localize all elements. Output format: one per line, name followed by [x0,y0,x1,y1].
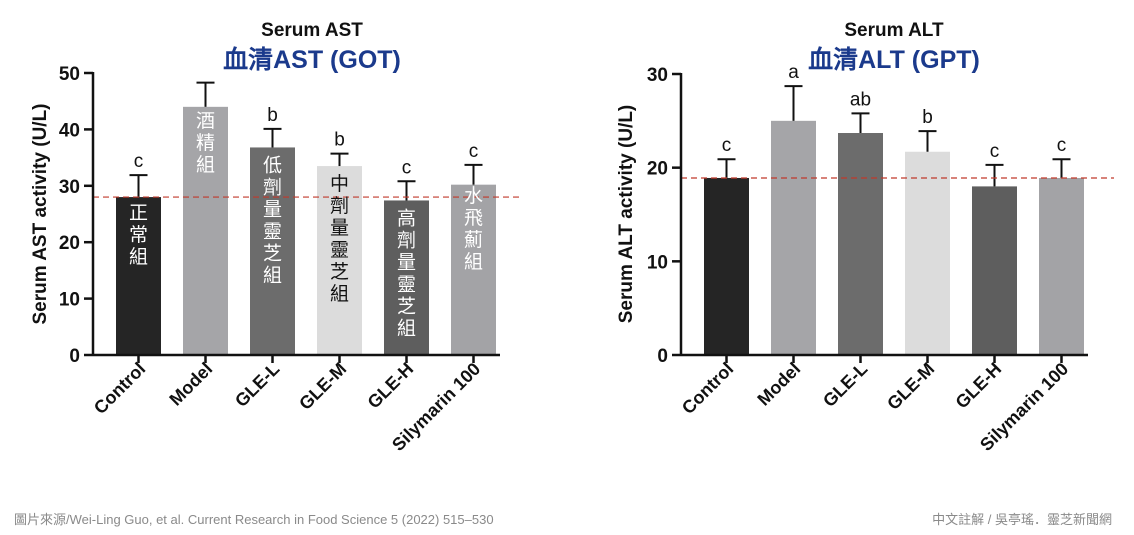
chart-title: Serum AST [261,20,363,41]
alt-chart: Serum ALT 血清ALT (GPT) Serum ALT activity (… [616,20,1114,455]
y-tick-label: 50 [59,64,80,85]
significance-letter: c [990,141,1000,162]
ast-chart: Serum AST 血清AST (GOT) Serum AST activity (… [30,20,520,455]
annotation-credit: 中文註解 / 吳亭瑤．靈芝新聞網 [932,512,1112,527]
y-tick-label: 30 [59,177,80,198]
y-tick-label: 20 [647,159,668,180]
x-tick-label: GLE-H [364,359,418,413]
x-tick-label: GLE-M [295,359,350,414]
chart-subtitle: 血清AST (GOT) [223,46,401,74]
source-caption: 圖片來源/Wei-Ling Guo, et al. Current Resear… [14,512,494,527]
x-tick-label: GLE-M [883,359,938,414]
x-tick-label: GLE-L [231,359,283,411]
significance-letter: c [402,157,412,178]
x-tick-label: Control [90,359,149,418]
significance-letter: b [334,130,345,151]
x-tick-label: GLE-L [819,359,871,411]
significance-letter: b [922,107,933,128]
significance-letter: ab [850,89,871,110]
bar-silymarin-100 [1039,177,1084,355]
bar-annotation: 酒精組 [196,110,215,176]
bar-model [183,106,228,355]
x-tick-label: Control [678,359,737,418]
bar-annotation: 高劑量靈芝組 [397,207,416,339]
y-axis-label: Serum ALT activity (U/L) [616,105,637,324]
bar-control [704,177,749,355]
bar-gle-l [838,133,883,355]
chart-subtitle: 血清ALT (GPT) [808,46,980,74]
significance-letter: c [1057,135,1067,156]
bar-gle-l [250,147,295,355]
significance-letter: c [469,141,479,162]
y-tick-label: 0 [69,346,80,367]
x-tick-label: Model [165,359,216,410]
bar-annotation: 正常組 [129,203,148,268]
bar-gle-h [384,200,429,355]
y-tick-label: 30 [647,65,668,86]
bar-control [116,197,161,355]
y-tick-label: 0 [657,346,668,367]
x-tick-label: GLE-H [952,359,1006,413]
bar-gle-m [905,151,950,355]
y-axis-label: Serum AST activity (U/L) [30,103,51,324]
y-tick-label: 10 [647,252,668,273]
bar-gle-h [972,186,1017,355]
y-tick-label: 40 [59,120,80,141]
significance-letter: c [722,135,732,156]
significance-letter: b [267,105,278,126]
y-tick-label: 20 [59,233,80,254]
bar-annotation: 水飛薊組 [464,185,483,273]
x-tick-label: Model [753,359,804,410]
y-tick-label: 10 [59,290,80,311]
bar-annotation: 中劑量靈芝組 [330,173,349,305]
bar-silymarin-100 [451,184,496,355]
significance-letter: a [788,62,799,83]
chart-title: Serum ALT [844,20,944,41]
bar-annotation: 低劑量靈芝組 [263,154,282,286]
bar-model [771,120,816,355]
significance-letter: c [134,151,144,172]
